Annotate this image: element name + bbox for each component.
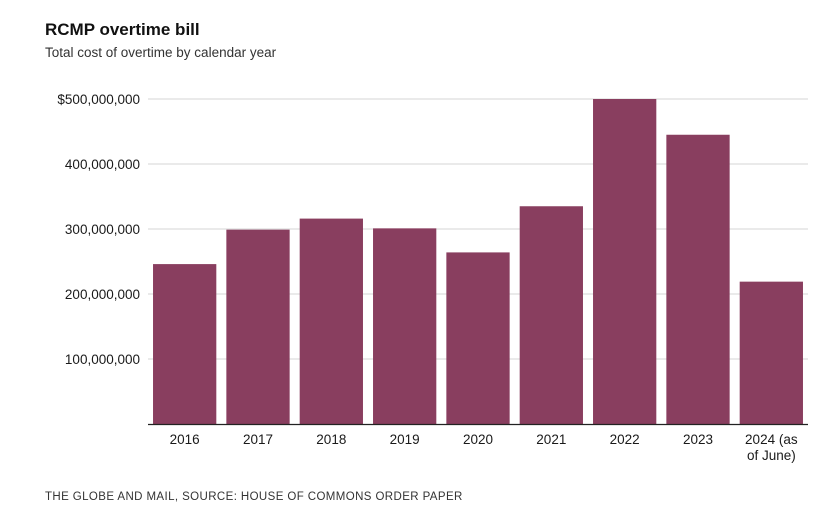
y-tick-label: 300,000,000	[65, 222, 140, 237]
x-tick-label: 2023	[683, 432, 713, 447]
bar-2023	[666, 134, 730, 424]
source-note: THE GLOBE AND MAIL, SOURCE: HOUSE OF COM…	[45, 491, 463, 503]
bar-2022	[593, 99, 657, 424]
y-tick-label: 200,000,000	[65, 287, 140, 302]
bar-2017	[226, 229, 290, 424]
y-tick-label: 400,000,000	[65, 157, 140, 172]
x-tick-label: 2020	[463, 432, 493, 447]
bar-2021	[519, 206, 583, 424]
x-tick-label: 2022	[610, 432, 640, 447]
x-tick-label: 2016	[170, 432, 200, 447]
chart-subtitle: Total cost of overtime by calendar year	[45, 45, 277, 60]
x-tick-label: 2017	[243, 432, 273, 447]
x-tick-label: 2018	[316, 432, 346, 447]
y-tick-label: 100,000,000	[65, 352, 140, 367]
bar-2016	[153, 264, 217, 424]
y-tick-label: $500,000,000	[57, 92, 140, 107]
x-tick-label: 2019	[390, 432, 420, 447]
bar-2020	[446, 252, 510, 424]
bar-2019	[373, 228, 437, 424]
x-tick-label: 2024 (as of June)	[745, 432, 798, 463]
bar-2024	[739, 281, 803, 424]
chart-title: RCMP overtime bill	[45, 20, 200, 39]
x-tick-label: 2021	[536, 432, 566, 447]
bar-2018	[299, 218, 363, 424]
